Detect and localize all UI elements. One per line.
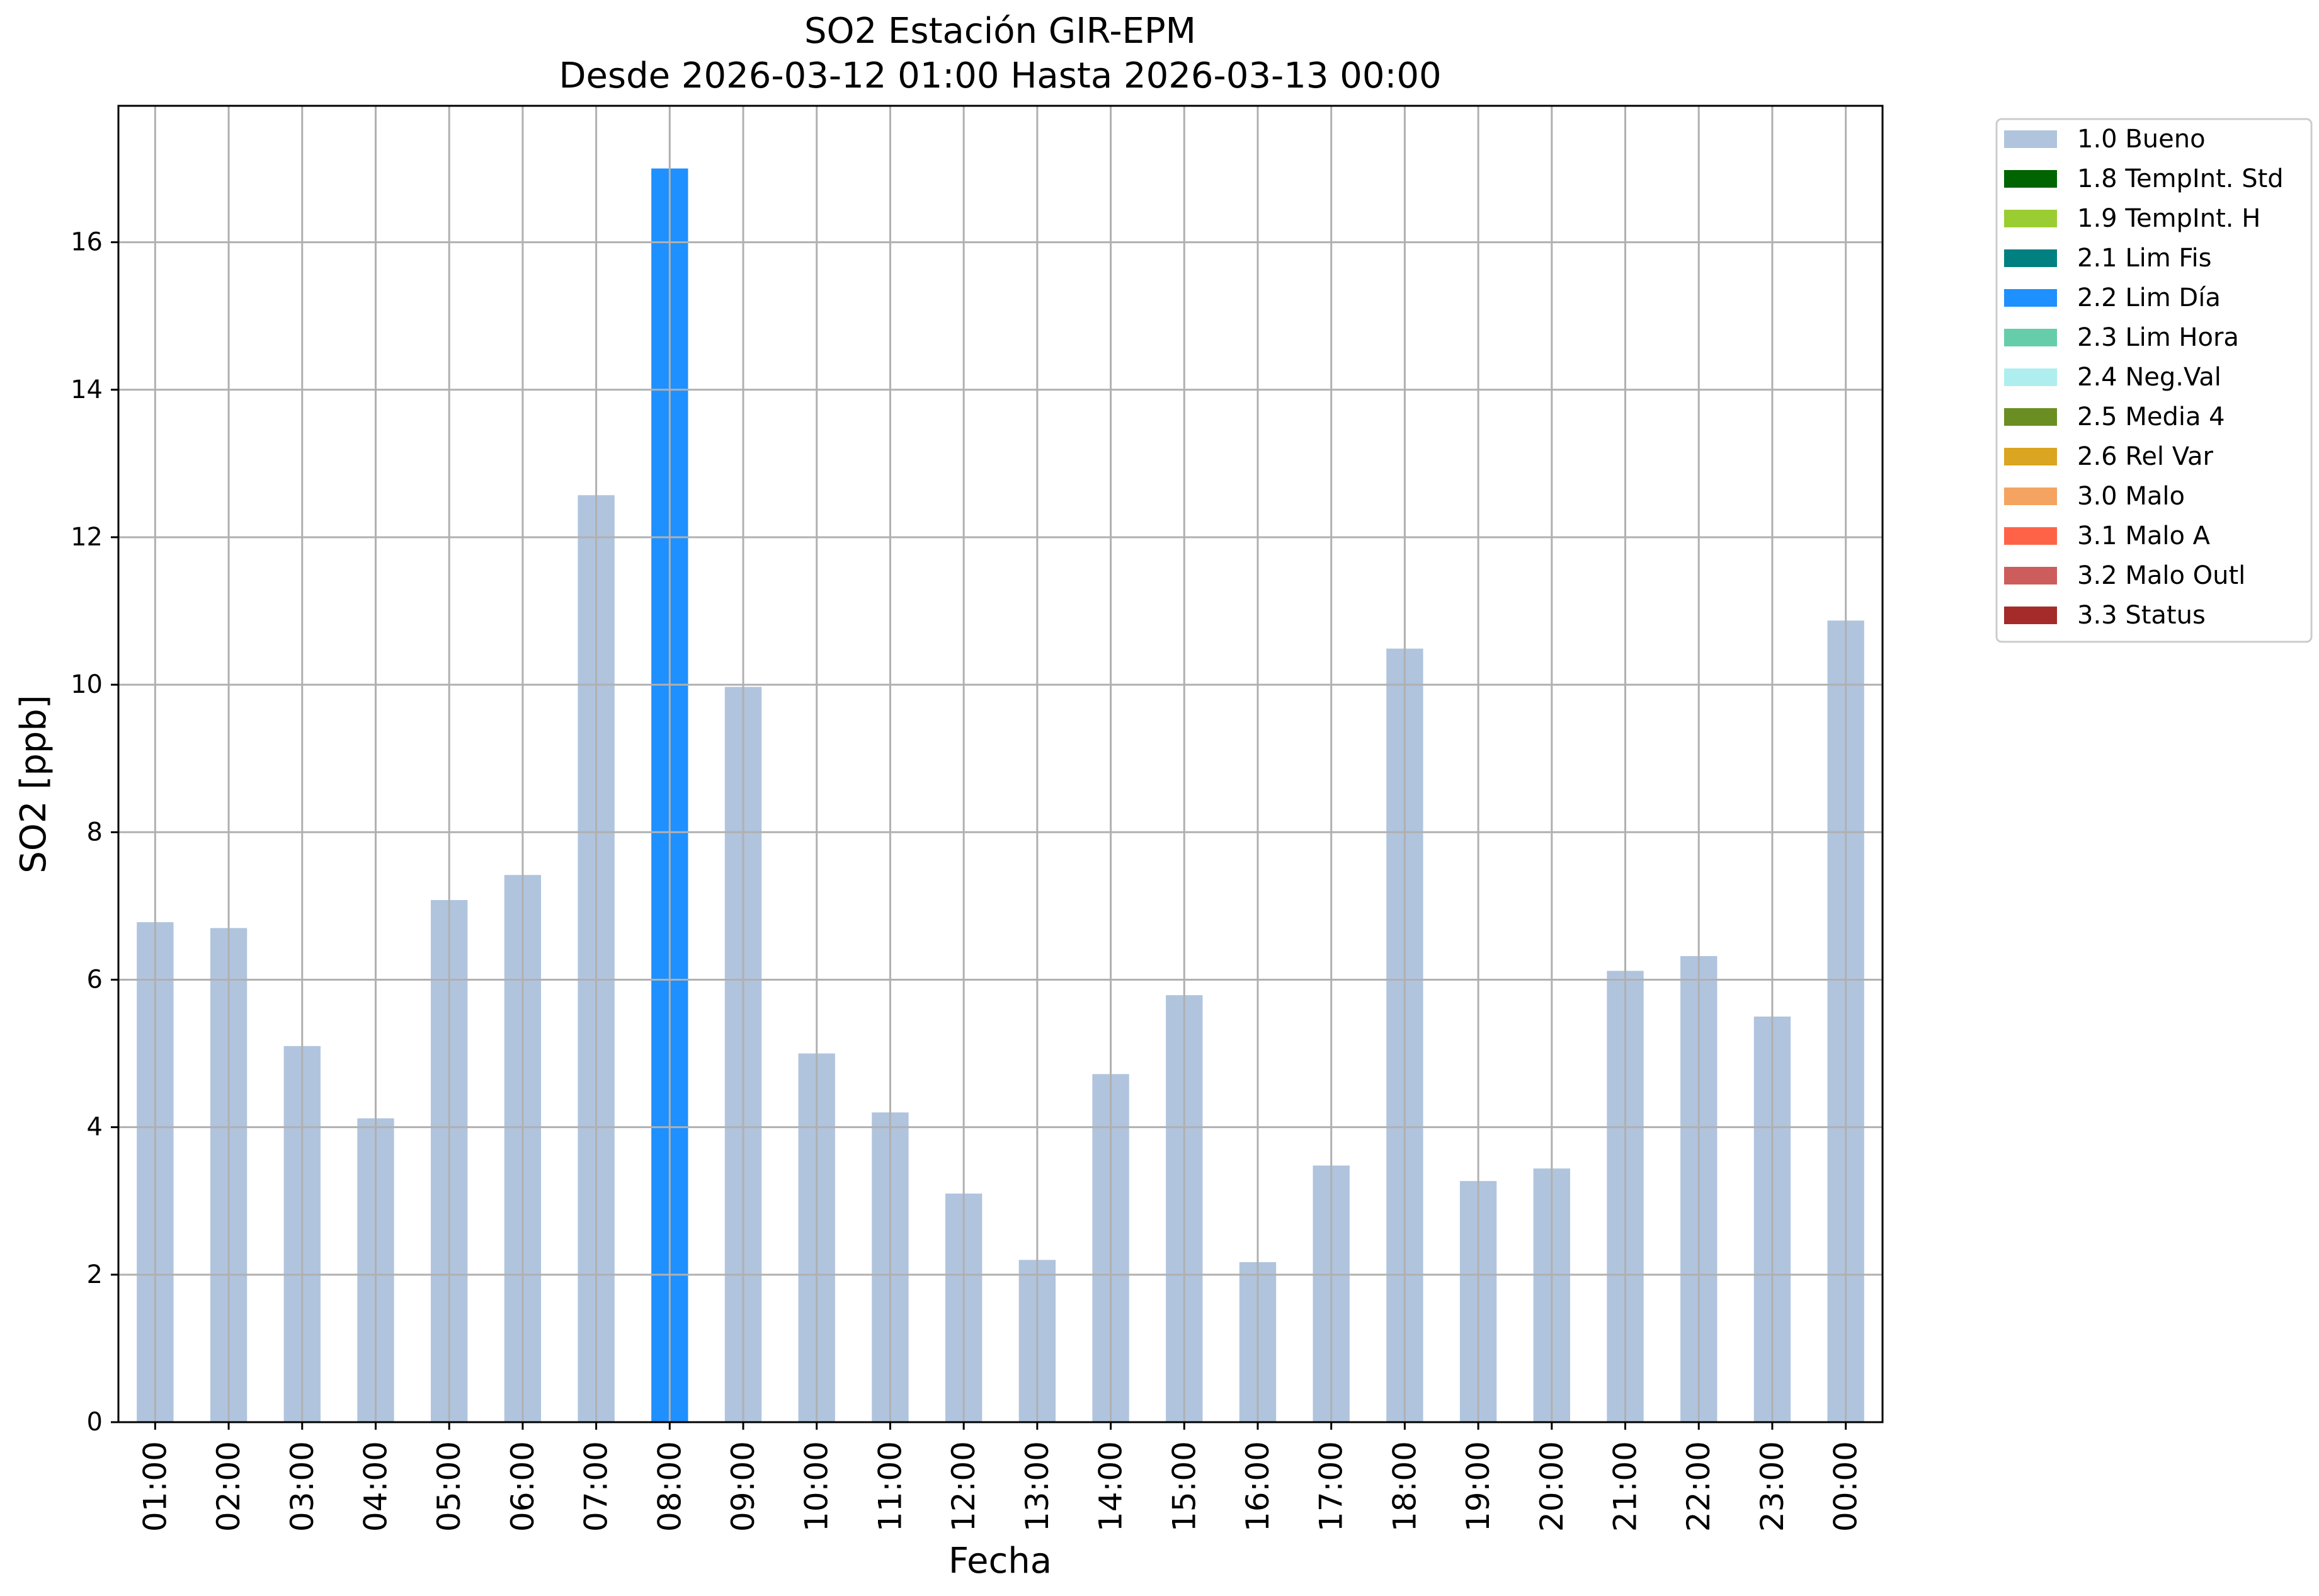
legend-label: 2.2 Lim Día: [2077, 283, 2221, 312]
legend-swatch: [2004, 487, 2057, 505]
x-tick-label: 17:00: [1313, 1441, 1350, 1532]
x-tick-label: 21:00: [1607, 1441, 1644, 1532]
x-tick-label: 11:00: [872, 1441, 908, 1532]
legend-label: 1.8 TempInt. Std: [2077, 164, 2284, 193]
x-axis-label: Fecha: [949, 1541, 1052, 1582]
y-axis-label: SO2 [ppb]: [13, 695, 54, 873]
x-tick-label: 16:00: [1239, 1441, 1276, 1532]
legend-label: 2.5 Media 4: [2077, 402, 2225, 431]
legend-swatch: [2004, 567, 2057, 584]
x-tick-label: 01:00: [137, 1441, 173, 1532]
x-tick-label: 00:00: [1828, 1441, 1864, 1532]
legend-label: 3.3 Status: [2077, 601, 2206, 630]
y-tick-label: 12: [71, 523, 103, 552]
legend-label: 3.2 Malo Outl: [2077, 561, 2245, 590]
x-tick-label: 10:00: [799, 1441, 835, 1532]
legend-label: 3.1 Malo A: [2077, 522, 2211, 550]
y-tick-label: 6: [87, 965, 103, 994]
legend-frame: [1995, 118, 2313, 643]
x-tick-label: 07:00: [578, 1441, 615, 1532]
legend-swatch: [2004, 210, 2057, 227]
chart-subtitle: Desde 2026-03-12 01:00 Hasta 2026-03-13 …: [559, 55, 1441, 96]
legend-swatch: [2004, 289, 2057, 307]
x-tick-label: 08:00: [651, 1441, 688, 1532]
x-tick-label: 13:00: [1019, 1441, 1056, 1532]
legend-label: 3.0 Malo: [2077, 482, 2185, 511]
legend: 1.0 Bueno 1.8 TempInt. Std 1.9 TempInt. H 2…: [1995, 118, 2313, 643]
x-tick-label: 15:00: [1166, 1441, 1202, 1532]
legend-swatch: [2004, 329, 2057, 346]
x-tick-label: 04:00: [357, 1441, 394, 1532]
legend-label: 2.1 Lim Fis: [2077, 244, 2211, 273]
x-tick-label: 23:00: [1754, 1441, 1791, 1532]
legend-label: 1.9 TempInt. H: [2077, 204, 2260, 233]
x-tick-label: 18:00: [1386, 1441, 1423, 1532]
x-tick-label: 05:00: [431, 1441, 467, 1532]
legend-swatch: [2004, 130, 2057, 148]
x-tick-label: 22:00: [1680, 1441, 1717, 1532]
legend-swatch: [2004, 249, 2057, 267]
legend-swatch: [2004, 527, 2057, 545]
x-tick-label: 12:00: [945, 1441, 982, 1532]
y-tick-label: 16: [71, 228, 103, 257]
x-tick-label: 09:00: [725, 1441, 761, 1532]
legend-swatch: [2004, 170, 2057, 188]
y-tick-label: 14: [71, 375, 103, 404]
y-tick-label: 0: [87, 1408, 103, 1437]
y-ticks: 0 2 4 6 8 10 12 14 16: [71, 228, 118, 1437]
x-tick-label: 06:00: [504, 1441, 541, 1532]
plot-frame: [117, 105, 1884, 1423]
legend-label: 2.4 Neg.Val: [2077, 363, 2221, 392]
legend-swatch: [2004, 368, 2057, 386]
legend-label: 1.0 Bueno: [2077, 125, 2206, 154]
x-tick-label: 14:00: [1093, 1441, 1129, 1532]
y-tick-label: 8: [87, 818, 103, 846]
x-tick-label: 19:00: [1460, 1441, 1496, 1532]
chart-title: SO2 Estación GIR-EPM: [804, 11, 1196, 52]
legend-label: 2.3 Lim Hora: [2077, 323, 2239, 352]
y-tick-label: 2: [87, 1260, 103, 1289]
legend-swatch: [2004, 607, 2057, 624]
legend-swatch: [2004, 408, 2057, 426]
x-tick-label: 03:00: [284, 1441, 321, 1532]
grid-layer: [118, 106, 1883, 1423]
x-tick-label: 20:00: [1534, 1441, 1570, 1532]
y-tick-label: 10: [71, 670, 103, 699]
legend-swatch: [2004, 448, 2057, 465]
y-tick-label: 4: [87, 1113, 103, 1142]
x-ticks: 01:00 02:00 03:00 04:00 05:00 06:00 07:00 08:00…: [137, 1422, 1864, 1532]
x-tick-label: 02:00: [210, 1441, 247, 1532]
legend-label: 2.6 Rel Var: [2077, 442, 2214, 471]
